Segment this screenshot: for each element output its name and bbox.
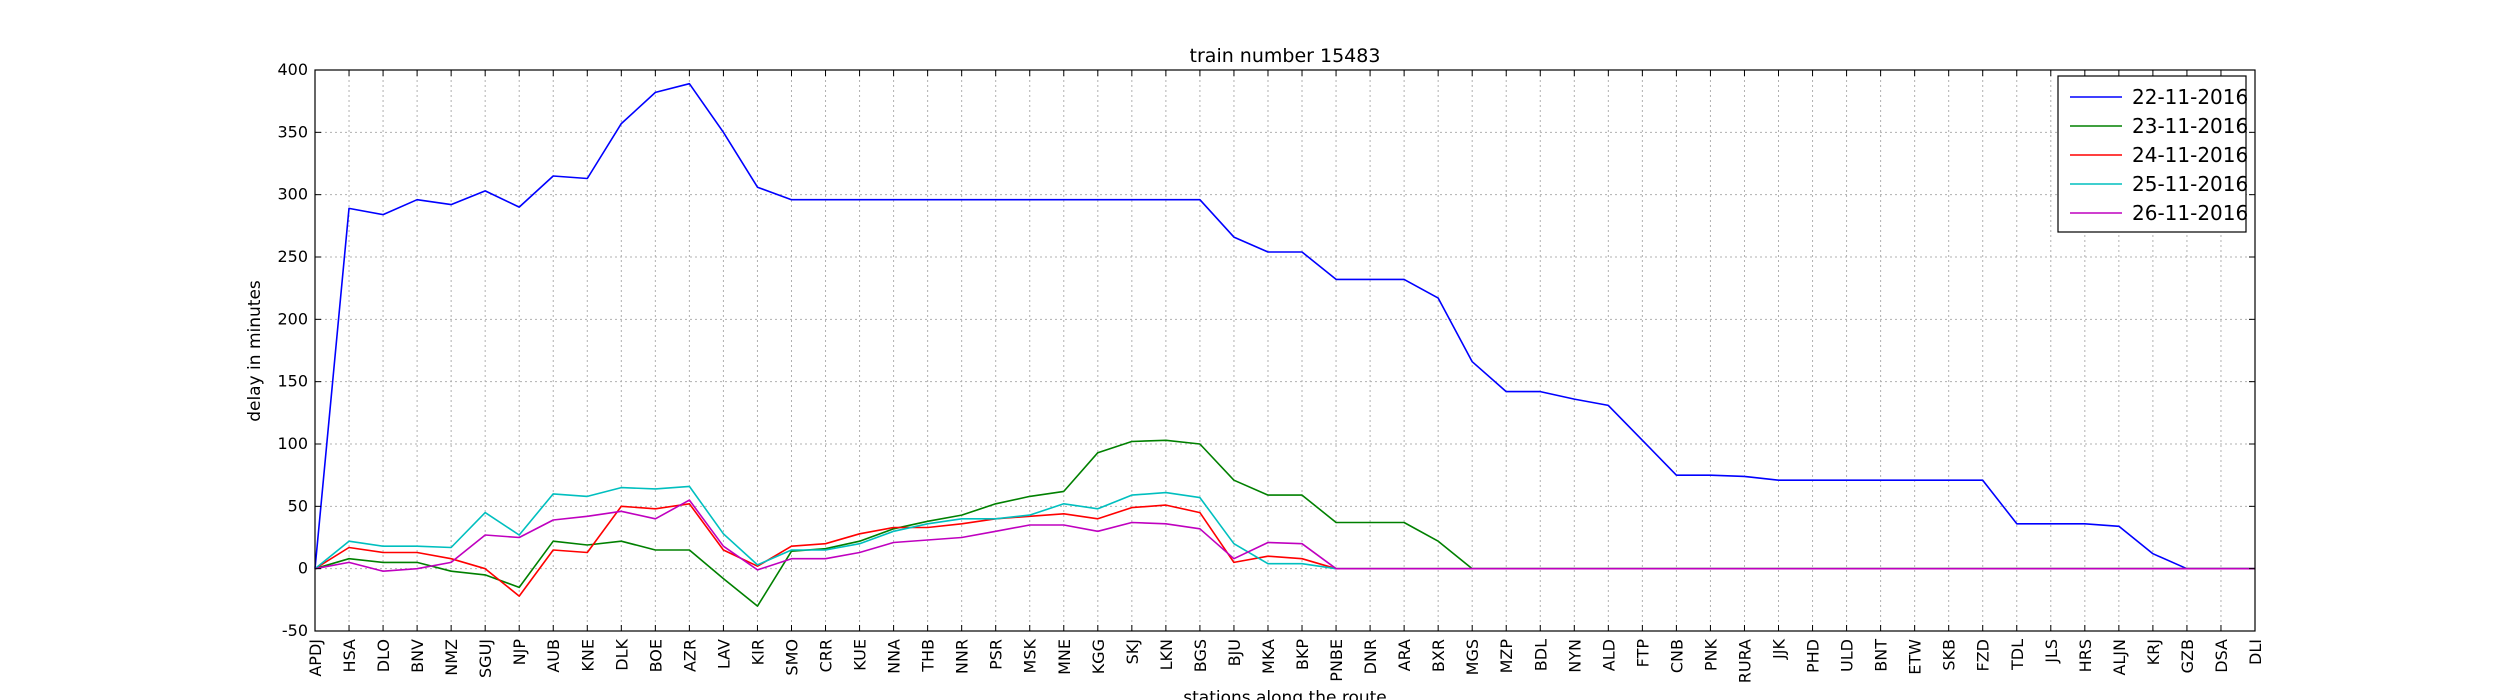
legend-label: 25-11-2016 (2132, 172, 2248, 196)
x-tick-label: ULD (1838, 639, 1857, 672)
x-tick-label: GZB (2178, 639, 2197, 673)
y-tick-label: -50 (282, 621, 308, 640)
x-tick-label: NJP (510, 639, 529, 666)
x-tick-label: MKA (1259, 639, 1278, 674)
x-tick-label: BNT (1872, 639, 1891, 672)
x-tick-label: ALD (1599, 639, 1618, 671)
x-tick-label: KIR (748, 639, 767, 665)
x-tick-label: THB (919, 639, 938, 673)
y-tick-label: 250 (277, 247, 308, 266)
series-lines (314, 82, 2255, 607)
x-tick-label: NNR (953, 639, 972, 674)
y-axis-label: delay in minutes (245, 280, 265, 422)
legend-label: 26-11-2016 (2132, 201, 2248, 225)
x-tick-label: AUB (544, 639, 563, 673)
x-tick-label: MGS (1463, 639, 1482, 675)
x-tick-label: KUE (851, 639, 870, 671)
x-tick-label: BOE (646, 639, 665, 672)
x-tick-label: LKN (1157, 639, 1176, 670)
x-tick-label: AZR (680, 639, 699, 672)
x-tick-label: PHD (1804, 639, 1823, 673)
x-tick-label: PNBE (1327, 639, 1346, 682)
y-tick-label: 150 (277, 372, 308, 391)
x-tick-label: BDL (1531, 639, 1550, 671)
x-tick-label: SMO (782, 639, 801, 676)
legend-label: 24-11-2016 (2132, 143, 2248, 167)
x-tick-label: NNA (885, 639, 904, 674)
x-tick-label: NMZ (442, 639, 461, 676)
x-tick-label: BNV (408, 639, 427, 673)
x-tick-label: PSR (987, 639, 1006, 670)
legend: 22-11-2016 23-11-2016 24-11-2016 25-11-2016… (2057, 75, 2248, 233)
series-line-26-11-2016 (314, 499, 2255, 572)
x-tick-label: SGUJ (476, 639, 495, 678)
x-tick-label: KRJ (2144, 639, 2163, 665)
axis-ticks: -50 0 50 100 150 200 250 300 350 400 APDJ HSA DLO BNV… (277, 60, 2265, 683)
x-tick-label: ARA (1395, 639, 1414, 671)
x-tick-label: CRR (817, 639, 836, 672)
x-tick-label: HSA (340, 639, 359, 672)
x-tick-label: DNR (1361, 639, 1380, 674)
legend-box (2057, 75, 2247, 233)
x-tick-label: DLO (374, 639, 393, 672)
plot-frame (314, 69, 2256, 632)
x-tick-label: HRS (2076, 639, 2095, 672)
x-tick-label: TDL (2008, 639, 2027, 671)
x-tick-label: SKB (1940, 639, 1959, 671)
x-tick-label: RURA (1735, 639, 1754, 683)
chart-title: train number 15483 (1190, 45, 1381, 67)
x-tick-label: FTP (1633, 639, 1652, 668)
x-tick-label: KGG (1089, 639, 1108, 674)
legend-label: 23-11-2016 (2132, 114, 2248, 138)
x-tick-label: MNE (1055, 639, 1074, 675)
y-tick-label: 400 (277, 60, 308, 79)
x-tick-label: BKP (1293, 639, 1312, 670)
x-tick-label: ALJN (2110, 639, 2129, 676)
x-tick-label: APDJ (306, 639, 325, 677)
x-tick-label: BJU (1225, 639, 1244, 666)
x-tick-label: DSA (2212, 639, 2231, 673)
x-tick-label: LAV (714, 639, 733, 669)
x-tick-label: DLK (612, 639, 631, 671)
x-tick-label: NYN (1565, 639, 1584, 673)
x-tick-label: BGS (1191, 639, 1210, 672)
x-tick-label: FZD (1974, 639, 1993, 671)
x-tick-label: DLI (2246, 639, 2265, 665)
legend-items: 22-11-2016 23-11-2016 24-11-2016 25-11-2016… (2070, 85, 2248, 225)
y-tick-label: 300 (277, 185, 308, 204)
x-tick-label: MZP (1497, 639, 1516, 674)
x-tick-label: CNB (1667, 639, 1686, 673)
grid-lines (315, 70, 2255, 631)
x-tick-label: BXR (1429, 639, 1448, 672)
legend-label: 22-11-2016 (2132, 85, 2248, 109)
x-tick-label: MSK (1021, 638, 1040, 673)
y-tick-label: 50 (288, 496, 308, 515)
x-tick-label: ETW (1906, 639, 1925, 675)
x-axis-label: stations along the route (1183, 688, 1387, 700)
y-tick-label: 100 (277, 434, 308, 453)
y-tick-label: 200 (277, 309, 308, 328)
x-tick-label: JJK (1770, 639, 1789, 660)
y-tick-label: 350 (277, 122, 308, 141)
x-tick-label: PNK (1701, 638, 1720, 671)
y-tick-label: 0 (298, 559, 308, 578)
series-line-22-11-2016 (314, 82, 2255, 570)
x-tick-label: SKJ (1123, 639, 1142, 664)
x-tick-label: JLS (2042, 639, 2061, 664)
x-tick-label: KNE (578, 639, 597, 672)
